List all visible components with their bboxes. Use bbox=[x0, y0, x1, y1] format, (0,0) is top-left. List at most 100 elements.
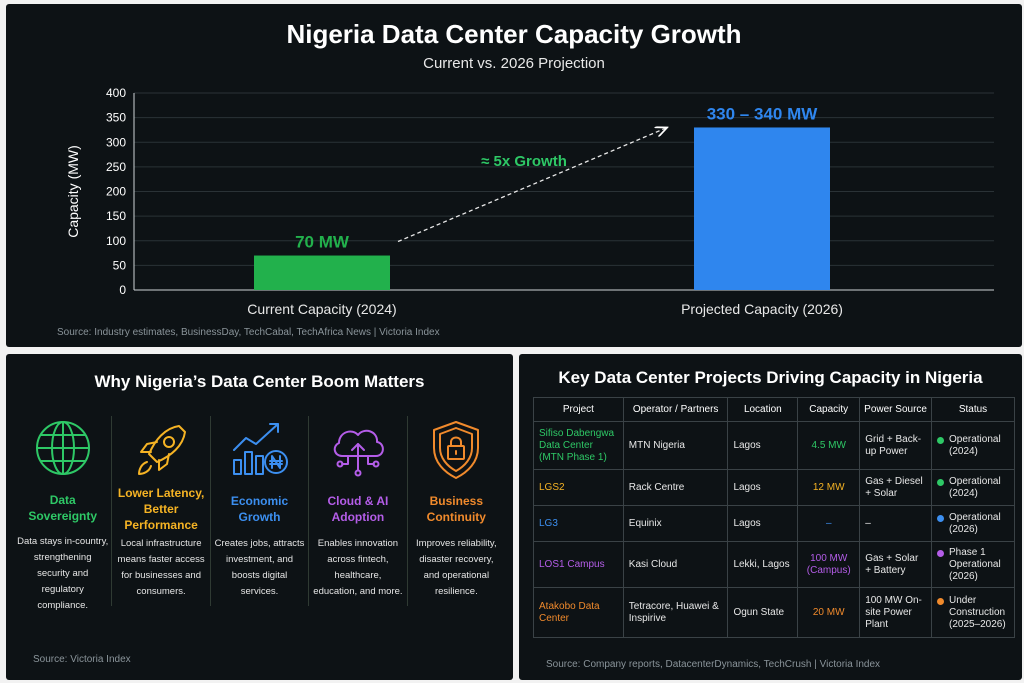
capacity-cell: 100 MW (Campus) bbox=[797, 541, 861, 588]
table-body: Sifiso Dabengwa Data Center (MTN Phase 1… bbox=[533, 421, 1016, 638]
y-tick-label: 350 bbox=[106, 111, 126, 125]
location-cell: Lekki, Lagos bbox=[727, 541, 799, 588]
benefit-column: Business Continuity Improves reliability,… bbox=[408, 416, 505, 606]
power-source-cell: – bbox=[859, 505, 932, 542]
benefits-row: Data Sovereignty Data stays in-country, s… bbox=[14, 416, 505, 611]
status-cell: Phase 1 Operational (2026) bbox=[930, 541, 1016, 588]
table-header-cell: Capacity bbox=[797, 397, 861, 422]
status-dot-icon bbox=[936, 436, 944, 444]
benefit-column: Lower Latency, Better Performance Local i… bbox=[112, 416, 211, 606]
table-header-cell: Project bbox=[533, 397, 624, 422]
y-tick-label: 50 bbox=[113, 258, 127, 272]
status-cell: Operational (2024) bbox=[930, 421, 1016, 470]
status-cell: Operational (2024) bbox=[930, 469, 1016, 506]
capacity-cell: 4.5 MW bbox=[797, 421, 861, 470]
table-row: LGS2 Rack Centre Lagos 12 MW Gas + Diesel + … bbox=[533, 469, 1016, 506]
why-matters-title: Why Nigeria’s Data Center Boom Matters bbox=[94, 372, 425, 391]
benefit-description: Local infrastructure means faster access… bbox=[117, 538, 205, 597]
benefit-description: Data stays in-country, strengthening sec… bbox=[17, 536, 109, 611]
table-header-cell: Location bbox=[727, 397, 799, 422]
project-name-cell: LGS2 bbox=[533, 469, 624, 506]
status-dot-icon bbox=[936, 514, 944, 522]
table-row: Sifiso Dabengwa Data Center (MTN Phase 1… bbox=[533, 421, 1016, 470]
growth-annotation: ≈ 5x Growth bbox=[481, 153, 567, 170]
operator-cell: Kasi Cloud bbox=[622, 541, 729, 588]
status-badge: Under Construction (2025–2026) bbox=[936, 594, 1009, 631]
status-badge: Operational (2026) bbox=[936, 511, 1009, 536]
benefit-title: Lower Latency, Better Performance bbox=[117, 486, 205, 532]
benefit-column: Data Sovereignty Data stays in-country, s… bbox=[14, 416, 113, 611]
operator-cell: Equinix bbox=[622, 505, 729, 542]
status-text: Operational (2024) bbox=[948, 475, 1001, 499]
table-header-cell: Status bbox=[930, 397, 1016, 422]
location-cell: Lagos bbox=[727, 469, 799, 506]
benefit-column: Cloud & AI Adoption Enables innovation ac… bbox=[309, 416, 408, 606]
chart-title: Nigeria Data Center Capacity Growth bbox=[286, 19, 742, 49]
projects-panel: Key Data Center Projects Driving Capacit… bbox=[519, 354, 1022, 680]
y-tick-label: 0 bbox=[119, 283, 126, 297]
data-label: 330 – 340 MW bbox=[707, 104, 819, 123]
operator-cell: Tetracore, Huawei & Inspirive bbox=[622, 587, 729, 638]
capacity-cell: – bbox=[797, 505, 861, 542]
data-label: 70 MW bbox=[295, 233, 350, 252]
projects-table: Project Operator / Partners Location Capaci… bbox=[533, 397, 1016, 638]
y-tick-label: 300 bbox=[106, 135, 126, 149]
benefit-title: Data Sovereignty bbox=[28, 493, 98, 523]
benefit-description: Enables innovation across fintech, healt… bbox=[313, 538, 403, 597]
projects-title: Key Data Center Projects Driving Capacit… bbox=[558, 368, 983, 387]
operator-cell: Rack Centre bbox=[622, 469, 729, 506]
project-name-cell: Sifiso Dabengwa Data Center (MTN Phase 1… bbox=[533, 421, 624, 470]
status-text: Phase 1 Operational (2026) bbox=[948, 546, 1001, 582]
shield-lock-icon bbox=[424, 418, 488, 482]
y-axis-label: Capacity (MW) bbox=[65, 145, 81, 238]
projects-source: Source: Company reports, DatacenterDynam… bbox=[546, 659, 881, 670]
status-badge: Operational (2024) bbox=[936, 475, 1009, 500]
capacity-cell: 12 MW bbox=[797, 469, 861, 506]
status-badge: Operational (2024) bbox=[936, 433, 1009, 458]
y-tick-label: 200 bbox=[106, 185, 126, 199]
rocket-icon bbox=[129, 418, 193, 482]
status-text: Operational (2024) bbox=[948, 433, 1001, 457]
y-tick-label: 250 bbox=[106, 160, 126, 174]
status-dot-icon bbox=[936, 549, 944, 557]
status-text: Under Construction (2025–2026) bbox=[948, 594, 1006, 630]
y-tick-label: 100 bbox=[106, 234, 126, 248]
location-cell: Ogun State bbox=[727, 587, 799, 638]
status-cell: Under Construction (2025–2026) bbox=[930, 587, 1016, 638]
status-text: Operational (2026) bbox=[948, 511, 1001, 535]
table-row: LG3 Equinix Lagos – – Operational (2026) bbox=[533, 505, 1016, 542]
bar-1 bbox=[254, 255, 390, 290]
benefit-title: Economic Growth bbox=[230, 494, 289, 524]
capacity-cell: 20 MW bbox=[797, 587, 861, 638]
table-header-row: Project Operator / Partners Location Capaci… bbox=[533, 397, 1016, 422]
status-dot-icon bbox=[936, 478, 944, 486]
x-category-label: Projected Capacity (2026) bbox=[681, 301, 843, 317]
capacity-bar-chart: 0 50 100 150 200 250 300 350 400 Capacity (MW) 70 … bbox=[65, 86, 994, 317]
why-source: Source: Victoria Index bbox=[33, 654, 131, 665]
project-name-cell: LOS1 Campus bbox=[533, 541, 624, 588]
y-tick-label: 400 bbox=[106, 86, 126, 100]
capacity-chart-panel: Nigeria Data Center Capacity Growth Curr… bbox=[6, 4, 1022, 347]
location-cell: Lagos bbox=[727, 505, 799, 542]
benefit-description: Creates jobs, attracts investment, and b… bbox=[214, 538, 305, 597]
x-category-label: Current Capacity (2024) bbox=[247, 301, 396, 317]
chart-source: Source: Industry estimates, BusinessDay,… bbox=[57, 327, 440, 338]
status-dot-icon bbox=[936, 597, 944, 605]
growth-chart-icon bbox=[228, 418, 292, 482]
project-name-cell: LG3 bbox=[533, 505, 624, 542]
status-cell: Operational (2026) bbox=[930, 505, 1016, 542]
power-source-cell: Grid + Back-up Power bbox=[859, 421, 932, 470]
power-source-cell: Gas + Diesel + Solar bbox=[859, 469, 932, 506]
table-row: Atakobo Data Center Tetracore, Huawei & I… bbox=[533, 587, 1016, 638]
location-cell: Lagos bbox=[727, 421, 799, 470]
why-matters-panel: Why Nigeria’s Data Center Boom Matters D… bbox=[6, 354, 513, 680]
project-name-cell: Atakobo Data Center bbox=[533, 587, 624, 638]
cloud-icon bbox=[326, 418, 390, 482]
globe-icon bbox=[31, 418, 95, 482]
table-row: LOS1 Campus Kasi Cloud Lekki, Lagos 100 MW … bbox=[533, 541, 1016, 588]
y-tick-label: 150 bbox=[106, 209, 126, 223]
table-header-cell: Operator / Partners bbox=[622, 397, 729, 422]
status-badge: Phase 1 Operational (2026) bbox=[936, 546, 1009, 583]
growth-arrow bbox=[397, 128, 666, 243]
bar-2 bbox=[694, 127, 830, 290]
